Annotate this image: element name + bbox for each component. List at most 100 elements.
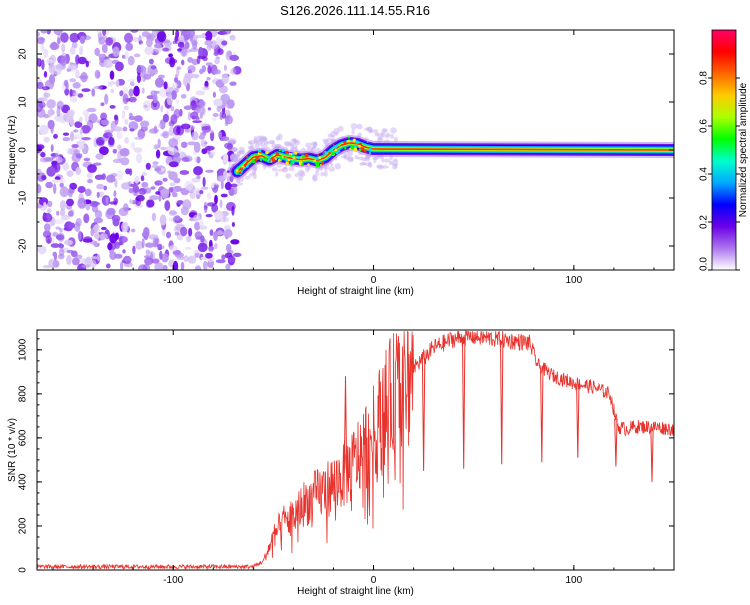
noise-blob bbox=[135, 194, 145, 202]
noise-blob bbox=[46, 166, 56, 177]
ridge-halo bbox=[305, 142, 312, 148]
noise-blob bbox=[156, 243, 163, 249]
noise-blob bbox=[101, 35, 107, 39]
ridge-speckle bbox=[307, 163, 310, 166]
ridge-halo bbox=[260, 137, 266, 143]
noise-blob bbox=[106, 263, 111, 269]
noise-blob bbox=[180, 48, 188, 58]
noise-blob bbox=[51, 152, 59, 158]
ridge-halo bbox=[277, 168, 285, 172]
snr-dip bbox=[650, 426, 654, 482]
ridge-halo bbox=[294, 172, 300, 178]
noise-blob bbox=[120, 157, 130, 166]
noise-blob bbox=[157, 138, 161, 149]
noise-blob bbox=[132, 37, 140, 42]
noise-blob bbox=[61, 52, 67, 57]
noise-blob bbox=[154, 180, 163, 186]
noise-blob bbox=[130, 141, 136, 150]
noise-blob bbox=[214, 58, 220, 64]
noise-blob bbox=[90, 227, 95, 235]
noise-blob bbox=[128, 88, 134, 97]
noise-blob bbox=[112, 158, 123, 164]
noise-blob bbox=[112, 46, 120, 58]
heatmap-ytick-label: -10 bbox=[18, 190, 29, 205]
noise-blob bbox=[69, 78, 76, 83]
noise-blob bbox=[187, 255, 197, 264]
noise-blob bbox=[219, 199, 223, 208]
noise-blob bbox=[211, 151, 216, 156]
noise-blob bbox=[199, 189, 204, 195]
noise-blob bbox=[66, 198, 74, 207]
noise-blob bbox=[141, 238, 145, 249]
noise-blob bbox=[124, 137, 129, 144]
ridge-halo bbox=[366, 126, 373, 132]
snr-dip bbox=[614, 418, 618, 467]
ridge-speckle bbox=[277, 158, 281, 162]
noise-blob bbox=[83, 157, 91, 162]
colorbar-tick-label: 0.6 bbox=[699, 119, 710, 133]
noise-blob bbox=[97, 53, 105, 58]
ridge-halo bbox=[285, 142, 292, 147]
ridge-speckle bbox=[318, 156, 322, 160]
noise-blob bbox=[205, 252, 213, 259]
noise-blob bbox=[52, 231, 58, 237]
noise-blob bbox=[89, 200, 99, 208]
noise-blob bbox=[204, 141, 208, 145]
noise-blob bbox=[173, 77, 178, 83]
noise-blob bbox=[42, 265, 51, 269]
ridge-speckle bbox=[352, 138, 356, 142]
noise-blob bbox=[141, 172, 148, 177]
noise-blob bbox=[117, 170, 124, 181]
noise-blob bbox=[197, 242, 208, 253]
noise-blob bbox=[169, 210, 177, 216]
noise-blob bbox=[114, 253, 123, 259]
noise-blob bbox=[187, 111, 192, 121]
ridge-speckle bbox=[281, 149, 285, 153]
noise-blob bbox=[216, 105, 222, 113]
noise-blob bbox=[129, 81, 135, 87]
noise-blob bbox=[215, 259, 226, 264]
noise-blob bbox=[183, 255, 189, 262]
noise-blob bbox=[67, 210, 74, 217]
heatmap-ytick-label: 10 bbox=[18, 96, 29, 108]
noise-blob bbox=[150, 186, 156, 190]
noise-blob bbox=[207, 202, 216, 207]
ridge-halo bbox=[259, 141, 266, 147]
ridge-halo bbox=[323, 171, 328, 177]
noise-blob bbox=[69, 118, 75, 127]
ridge-halo bbox=[334, 163, 341, 170]
noise-blob bbox=[128, 121, 139, 131]
ridge-halo bbox=[388, 160, 393, 166]
noise-blob bbox=[138, 264, 148, 270]
noise-blob bbox=[61, 214, 70, 221]
noise-blob bbox=[67, 187, 73, 198]
noise-blob bbox=[100, 102, 105, 107]
noise-blob bbox=[174, 87, 179, 93]
noise-blob bbox=[43, 48, 49, 58]
noise-blob bbox=[141, 87, 145, 94]
noise-blob bbox=[127, 181, 132, 185]
noise-blob bbox=[161, 253, 169, 263]
ridge-speckle bbox=[322, 152, 325, 155]
ridge-speckle bbox=[272, 154, 275, 157]
noise-blob bbox=[194, 221, 201, 231]
noise-blob bbox=[140, 120, 150, 128]
ridge-speckle bbox=[285, 150, 289, 155]
noise-blob bbox=[122, 255, 132, 265]
heatmap-xtick-label: 100 bbox=[565, 275, 582, 286]
noise-blob bbox=[79, 35, 86, 44]
ridge-halo bbox=[389, 134, 395, 139]
ridge-halo bbox=[237, 182, 244, 186]
noise-blob bbox=[75, 69, 80, 79]
ridge-speckle bbox=[366, 141, 369, 143]
ridge-halo bbox=[392, 158, 398, 162]
noise-blob bbox=[221, 112, 227, 119]
snr-dip bbox=[421, 358, 426, 471]
noise-blob bbox=[77, 197, 87, 209]
noise-blob bbox=[129, 128, 135, 132]
ridge-speckle bbox=[257, 149, 262, 153]
noise-blob bbox=[66, 110, 74, 120]
noise-blob bbox=[40, 151, 46, 158]
ridge-halo bbox=[282, 167, 287, 171]
noise-blob bbox=[201, 148, 208, 155]
